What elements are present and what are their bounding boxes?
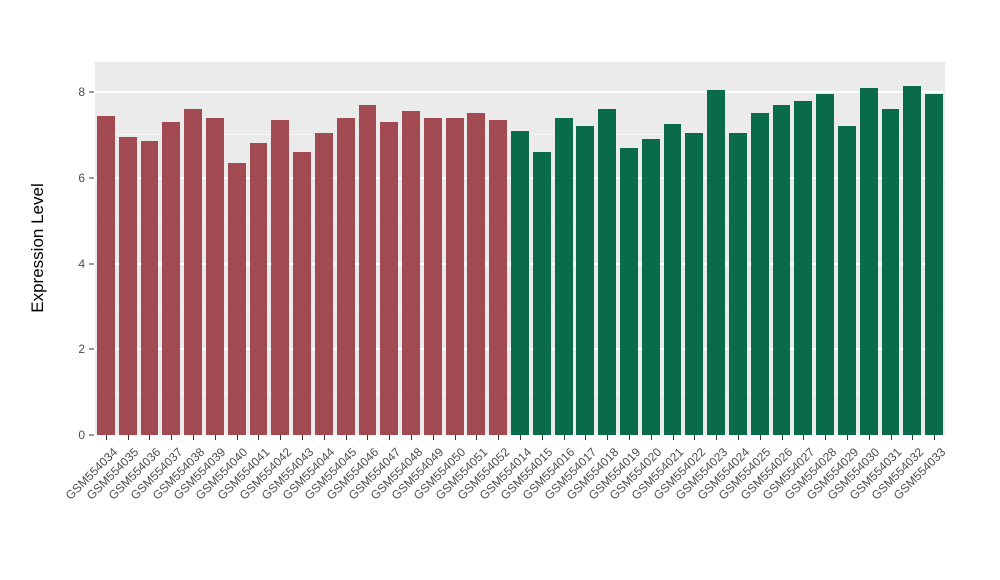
x-tick-mark bbox=[563, 435, 565, 440]
x-tick-mark bbox=[258, 435, 260, 440]
bar-GSM554025 bbox=[750, 113, 769, 435]
bar-GSM554037 bbox=[162, 122, 181, 435]
bar-GSM554043 bbox=[293, 152, 311, 435]
bar-GSM554046 bbox=[358, 104, 377, 435]
x-tick-mark bbox=[127, 435, 129, 440]
bar-GSM554026 bbox=[772, 104, 791, 435]
bar-GSM554038 bbox=[184, 109, 202, 435]
bar-GSM554041 bbox=[249, 143, 268, 435]
x-tick-mark bbox=[520, 435, 521, 440]
x-tick-mark bbox=[476, 435, 478, 440]
y-tick-label: 4 bbox=[78, 256, 85, 271]
bar-GSM554023 bbox=[707, 89, 726, 435]
x-tick-mark bbox=[846, 435, 848, 440]
y-tick-mark bbox=[89, 263, 94, 264]
x-tick-mark bbox=[541, 435, 543, 440]
y-tick-mark bbox=[89, 434, 94, 436]
y-tick-mark bbox=[89, 177, 94, 179]
x-tick-mark bbox=[607, 435, 609, 440]
x-tick-mark bbox=[193, 435, 195, 440]
bar-GSM554017 bbox=[576, 126, 595, 435]
bar-GSM554049 bbox=[423, 117, 442, 435]
x-tick-mark bbox=[454, 435, 456, 440]
x-tick-mark bbox=[868, 435, 870, 440]
x-tick-mark bbox=[890, 435, 892, 440]
bar-GSM554042 bbox=[271, 119, 290, 435]
bar-GSM554033 bbox=[925, 94, 944, 435]
chart-panel bbox=[95, 62, 945, 436]
bar-GSM554044 bbox=[314, 132, 333, 435]
x-tick-mark bbox=[323, 435, 325, 440]
bar-GSM554039 bbox=[205, 117, 224, 435]
bar-GSM554048 bbox=[402, 111, 420, 435]
y-tick-label: 0 bbox=[78, 428, 85, 442]
bar-GSM554029 bbox=[837, 126, 856, 435]
x-tick-mark bbox=[105, 435, 107, 440]
bar-GSM554035 bbox=[118, 137, 137, 435]
x-tick-mark bbox=[781, 435, 783, 440]
x-tick-mark bbox=[149, 435, 151, 440]
y-tick-label: 2 bbox=[78, 342, 85, 357]
x-tick-mark bbox=[934, 435, 936, 440]
x-tick-mark bbox=[367, 435, 369, 440]
bar-GSM554032 bbox=[903, 85, 922, 435]
bar-GSM554034 bbox=[96, 115, 115, 435]
x-tick-mark bbox=[411, 435, 413, 440]
x-tick-mark bbox=[302, 435, 304, 440]
bar-GSM554045 bbox=[336, 117, 355, 435]
bar-GSM554028 bbox=[816, 94, 835, 435]
y-tick-mark bbox=[89, 91, 94, 93]
x-tick-mark bbox=[694, 435, 696, 440]
bar-GSM554030 bbox=[859, 87, 878, 435]
y-tick-mark bbox=[89, 348, 94, 350]
y-axis-title: Expression Level bbox=[28, 183, 47, 313]
bar-GSM554052 bbox=[489, 119, 508, 435]
bar-GSM554020 bbox=[641, 139, 660, 435]
x-tick-mark bbox=[585, 435, 587, 440]
bar-GSM554040 bbox=[227, 162, 246, 435]
x-tick-mark bbox=[236, 435, 238, 440]
x-tick-mark bbox=[389, 435, 391, 440]
bar-GSM554016 bbox=[554, 117, 573, 435]
x-tick-mark bbox=[672, 435, 674, 440]
x-tick-mark bbox=[650, 435, 652, 440]
x-tick-mark bbox=[345, 435, 347, 440]
major-gridline bbox=[95, 91, 945, 93]
x-tick-mark bbox=[214, 435, 216, 440]
x-tick-mark bbox=[280, 435, 282, 440]
bar-GSM554018 bbox=[598, 109, 617, 435]
x-tick-mark bbox=[432, 435, 434, 440]
y-tick-label: 8 bbox=[78, 85, 85, 99]
x-tick-mark bbox=[628, 435, 630, 440]
bar-GSM554027 bbox=[794, 100, 813, 435]
x-tick-mark bbox=[912, 435, 914, 440]
bar-GSM554022 bbox=[685, 132, 704, 435]
bar-GSM554050 bbox=[445, 117, 464, 435]
bar-GSM554019 bbox=[620, 147, 638, 435]
y-tick-label: 6 bbox=[78, 170, 85, 185]
x-tick-mark bbox=[171, 435, 173, 440]
bar-GSM554031 bbox=[881, 109, 900, 435]
x-tick-mark bbox=[716, 435, 718, 440]
x-tick-mark bbox=[825, 435, 827, 440]
bar-GSM554051 bbox=[467, 113, 486, 435]
bar-GSM554036 bbox=[140, 141, 159, 435]
bar-GSM554047 bbox=[380, 122, 399, 435]
x-tick-mark bbox=[498, 435, 500, 440]
x-tick-mark bbox=[803, 435, 805, 440]
bar-GSM554021 bbox=[663, 124, 682, 435]
bar-GSM554024 bbox=[729, 132, 747, 435]
x-tick-mark bbox=[737, 435, 739, 440]
bar-GSM554015 bbox=[532, 152, 551, 435]
bar-GSM554014 bbox=[511, 130, 529, 435]
x-tick-mark bbox=[759, 435, 761, 440]
